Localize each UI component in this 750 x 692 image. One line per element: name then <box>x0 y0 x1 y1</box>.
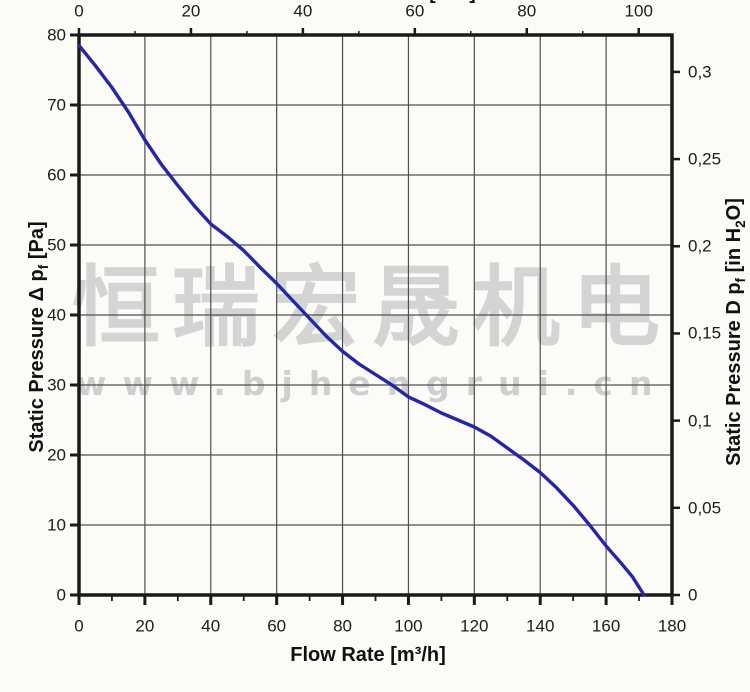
watermark-company-text: 恒瑞宏晟机电 <box>72 256 673 359</box>
left-axis-title-unit: [Pa] <box>26 221 49 265</box>
left-axis-title-text: Static Pressure Δ p <box>26 269 49 453</box>
right-axis-title-unit-b: O] <box>723 198 746 221</box>
watermark-url-text: www.bjhengrui.cn <box>76 364 669 403</box>
right-axis-title-subscript: f <box>733 277 749 283</box>
left-axis-title-subscript: f <box>36 264 52 270</box>
performance-curve <box>77 43 646 597</box>
left-axis-title: Static Pressure Δ pf [Pa] <box>26 221 52 453</box>
right-axis-title-unit-a: [in H <box>723 227 746 278</box>
top-axis-title-clipped: Flow Rate [cfm] <box>334 0 475 5</box>
right-axis-title: Static Pressure D pf [in H2O] <box>723 198 749 466</box>
right-axis-title-unit-subscript: 2 <box>733 220 749 228</box>
right-axis-title-text: Static Pressure D p <box>723 282 746 466</box>
bottom-axis-title: Flow Rate [m³/h] <box>290 644 446 666</box>
